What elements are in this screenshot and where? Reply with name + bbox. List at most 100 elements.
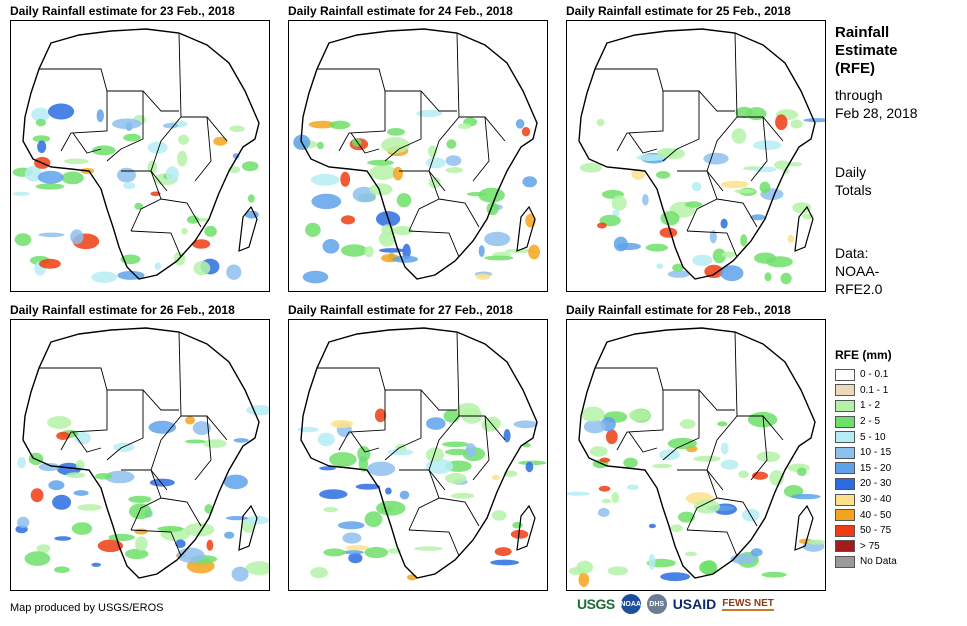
rain-cell [247,194,255,203]
rain-cell [203,439,227,448]
rain-cell [667,270,690,278]
legend-item: 1 - 2 [835,398,897,414]
rain-cell [684,201,703,208]
rain-cell [774,160,791,170]
rain-cell [596,118,605,127]
country-border [350,132,380,154]
sidebar-through: through Feb 28, 2018 [835,86,918,122]
rain-cell [128,495,152,503]
legend-label: 10 - 15 [860,447,892,459]
rain-cell [181,227,188,235]
rain-cell [692,254,713,267]
country-border [616,390,664,451]
rain-cell [364,246,374,258]
rain-cell [731,128,747,144]
rain-cell [340,215,356,225]
country-border [616,91,664,152]
panel-title: Daily Rainfall estimate for 28 Feb., 201… [566,303,791,317]
country-border [662,390,700,461]
legend-label: 0 - 0.1 [860,369,889,381]
legend-item: 30 - 40 [835,492,897,508]
rain-cell [478,187,505,203]
rain-cell [97,539,124,553]
rain-cell [626,484,639,490]
rain-cell [753,140,782,151]
rain-cell [56,462,81,476]
rain-cell [790,119,803,129]
country-border [706,415,738,491]
rain-cell [24,551,51,566]
coastline [22,28,260,280]
rain-cell [792,202,812,214]
totals-line: Daily [835,164,867,180]
rain-cell [367,159,394,166]
rain-cell [112,118,142,130]
rain-cell [117,167,136,183]
country-border [72,132,102,154]
rain-cell [490,559,519,566]
rain-cell [446,139,457,149]
rain-cell [70,229,84,245]
rain-cell [750,548,763,557]
rain-cell [667,437,697,450]
rain-cell [442,441,469,448]
rain-cell [192,239,211,249]
legend-label: 30 - 40 [860,494,892,506]
rain-cell [475,273,491,280]
map-graphic [12,28,260,283]
country-border [472,116,490,182]
rain-cell [224,531,235,539]
heading-line: (RFE) [835,60,875,77]
usgs-logo: USGS [577,596,615,612]
rain-cell [699,560,717,575]
madagascar-outline [516,205,536,252]
legend-swatch [835,555,855,568]
rain-cell [399,490,410,500]
rain-cell [38,463,60,471]
rain-cell [311,193,342,210]
country-border [39,367,179,411]
rain-cell [518,460,547,466]
country-border [456,331,506,441]
rain-cell [712,248,727,264]
rain-cell [241,161,259,172]
rain-cell [734,188,755,194]
coastline [300,327,538,579]
rain-cell [611,491,619,504]
rain-cell [521,127,531,137]
rain-cell [232,153,240,159]
rain-cell [54,566,70,573]
rain-cell [48,103,75,120]
rain-cell [340,171,351,187]
rain-cell [764,272,772,282]
rain-cell [35,118,47,127]
rain-cell [52,494,72,510]
country-border [438,198,480,228]
panel-title: Daily Rainfall estimate for 26 Feb., 201… [10,303,235,317]
rain-cell [465,443,477,458]
rain-cell [157,526,184,532]
rain-cell [807,539,825,545]
rain-cell [48,480,65,491]
legend-item: 20 - 30 [835,476,897,492]
legend-item: > 75 [835,539,897,555]
rain-cell [96,109,105,123]
rain-cell [381,137,410,154]
rain-cell [319,466,336,471]
rain-cell [659,227,678,238]
rain-cell [579,163,603,173]
rain-cell [337,521,365,530]
map-credit: Map produced by USGS/EROS [10,602,164,614]
rain-cell [704,264,724,278]
country-border [686,230,738,258]
rain-cell [369,183,393,196]
rain-cell [750,214,766,221]
rain-cell [738,470,749,479]
rain-cell [317,432,335,447]
rain-cell [720,218,728,229]
rain-cell [185,416,195,425]
rain-cell [342,532,362,544]
rain-cell [747,411,778,428]
rain-cell [30,488,44,503]
country-border [456,32,506,142]
